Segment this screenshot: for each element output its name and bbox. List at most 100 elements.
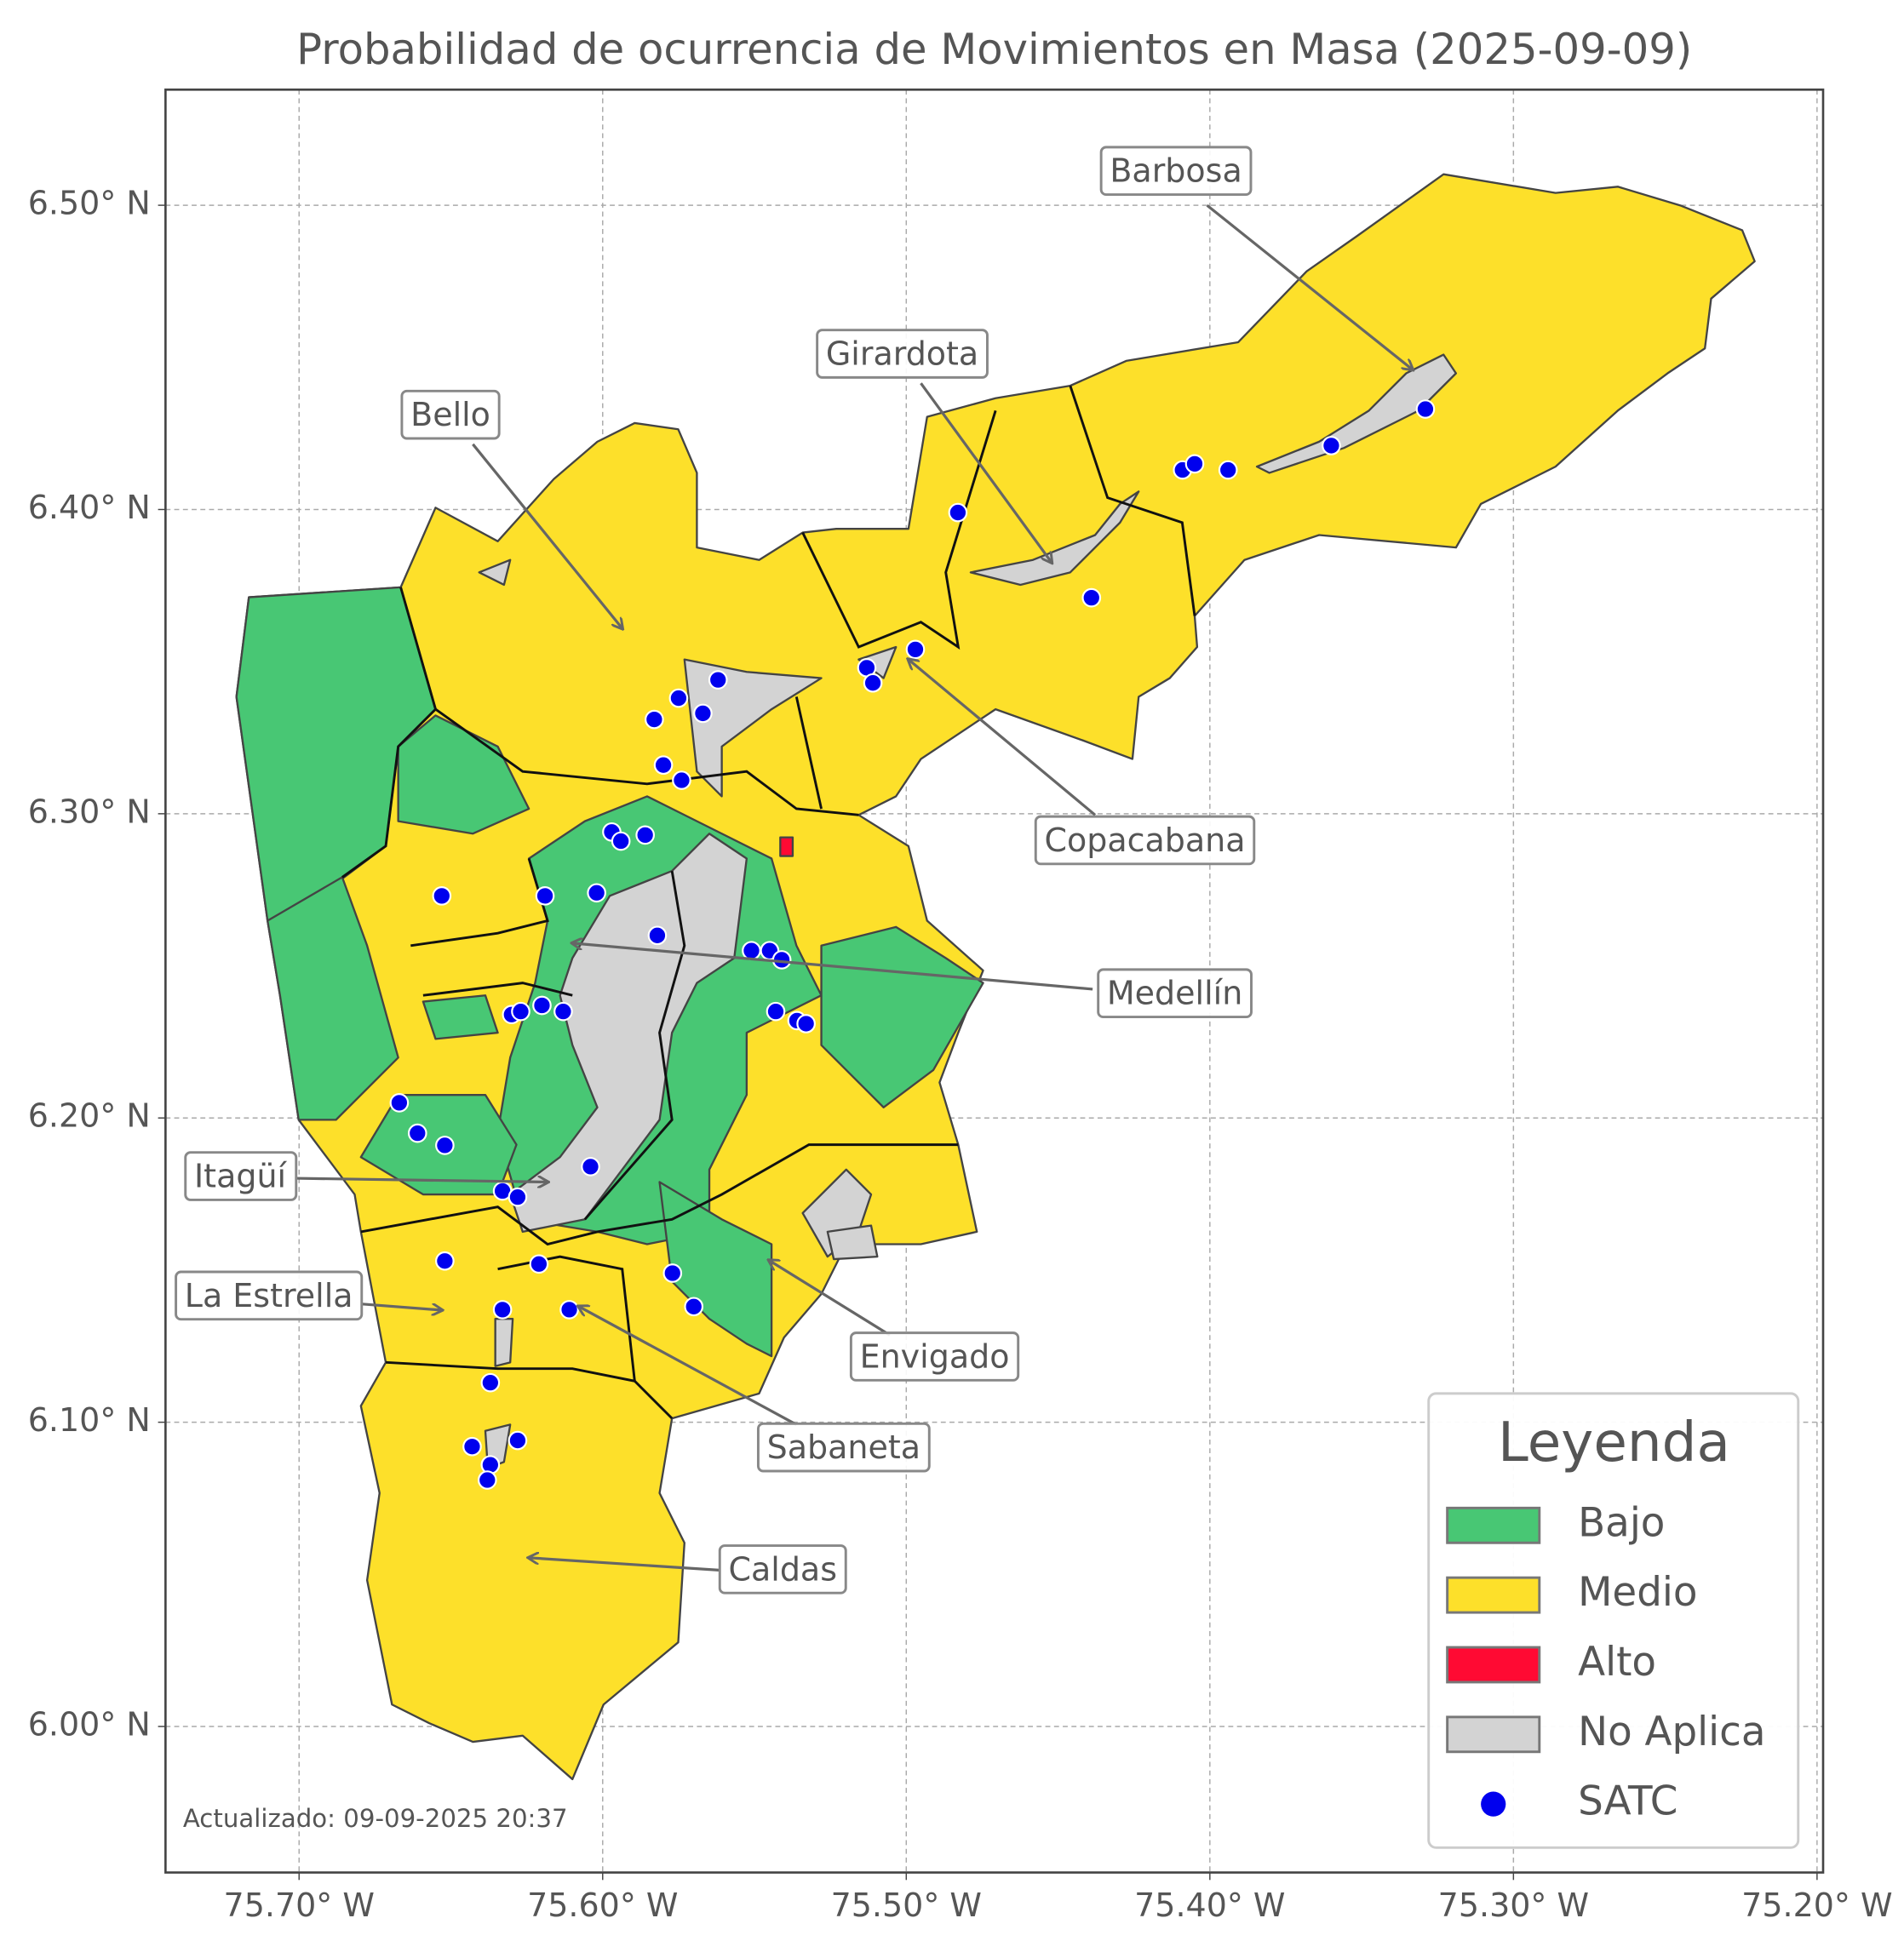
legend-label: SATC (1578, 1779, 1677, 1825)
annotation-box (718, 1544, 847, 1595)
satc-point (1415, 399, 1436, 419)
satc-point (1184, 454, 1205, 474)
annotation-arrow (920, 382, 1051, 562)
satc-point (796, 1014, 816, 1033)
annotation-box (1034, 815, 1256, 866)
boundaries (341, 385, 1196, 1420)
satc-point (492, 1300, 513, 1320)
satc-point (653, 755, 674, 776)
region (494, 1318, 514, 1367)
annotation-box (849, 1331, 1020, 1382)
satc-point (535, 886, 555, 906)
boundary (434, 707, 859, 816)
annotation-arrow (769, 1261, 891, 1337)
satc-point (611, 831, 631, 851)
legend-swatch (1446, 1646, 1541, 1684)
satc-point (480, 1372, 501, 1393)
annotation-label: Copacabana (1044, 822, 1245, 859)
satc-point (389, 1093, 410, 1113)
legend-marker (1481, 1791, 1506, 1817)
annotation-label: Bello (410, 396, 490, 433)
satc-point (553, 1001, 573, 1022)
satc-point (559, 1300, 579, 1320)
annotation-box (1099, 146, 1253, 197)
region (820, 925, 984, 1108)
annotation-box (184, 1151, 298, 1201)
x-tick-label: 75.30° W (1438, 1887, 1589, 1924)
boundary (341, 587, 438, 879)
y-tick-label: 6.30° N (28, 793, 151, 830)
satc-point (587, 883, 606, 903)
annotation-label: Caldas (728, 1550, 837, 1588)
satc-point (532, 995, 552, 1016)
satc-point (684, 1297, 704, 1317)
y-tick-label: 6.40° N (28, 489, 151, 526)
satc-point (407, 1123, 427, 1143)
y-tick-label: 6.00° N (28, 1706, 151, 1743)
satc-point (477, 1470, 497, 1490)
y-tick-label: 6.50° N (28, 185, 151, 222)
annotation-arrow (472, 443, 622, 628)
legend: Leyenda Bajo Medio Alto No Aplica SATC (1427, 1392, 1800, 1849)
annotations: Barbosa Girardota Bello Copacabana Medellín I… (175, 146, 1413, 1595)
chart-title: Probabilidad de ocurrencia de Movimiento… (296, 25, 1692, 74)
satc-point (432, 886, 452, 906)
legend-swatch (1446, 1506, 1541, 1544)
satc-point (693, 703, 713, 724)
satc-point (511, 1001, 530, 1022)
boundary (1069, 385, 1196, 616)
satc-point (742, 941, 761, 961)
x-tick-label: 75.60° W (527, 1887, 678, 1924)
boundary (801, 409, 997, 650)
satc-point (905, 639, 926, 660)
annotation-box (816, 329, 989, 379)
satc-point (948, 502, 968, 523)
region (267, 876, 399, 1121)
annotation-arrow (360, 1303, 442, 1310)
region (826, 1224, 879, 1261)
satc-point (1218, 460, 1238, 480)
annotation-box (400, 389, 501, 440)
y-tick-label: 6.10° N (28, 1401, 151, 1439)
satc-point (708, 670, 728, 690)
region (779, 836, 794, 857)
region (478, 558, 512, 587)
update-note: Actualizado: 09-09-2025 20:37 (183, 1804, 568, 1833)
legend-title: Leyenda (1498, 1411, 1730, 1474)
satc-point (581, 1157, 600, 1177)
annotation-label: Itagüí (194, 1158, 288, 1195)
satc-point (647, 925, 668, 946)
region (397, 714, 530, 835)
annotation-arrow (909, 660, 1097, 816)
legend-label: No Aplica (1578, 1709, 1765, 1755)
satc-point (508, 1430, 528, 1451)
boundary (360, 1143, 959, 1246)
satc-point (672, 770, 691, 790)
annotation-label: Medellín (1107, 975, 1242, 1012)
satc-points (389, 399, 1436, 1490)
satc-point (766, 1001, 786, 1022)
satc-point (1081, 587, 1102, 608)
satc-point (1322, 436, 1341, 455)
y-tick-label: 6.20° N (28, 1097, 151, 1135)
satc-point (645, 709, 664, 730)
x-tick-label: 75.70° W (224, 1887, 375, 1924)
satc-point (508, 1187, 528, 1207)
satc-point (435, 1251, 455, 1271)
legend-label: Bajo (1578, 1500, 1665, 1546)
x-tick-label: 75.40° W (1134, 1887, 1285, 1924)
boundary (497, 1255, 636, 1382)
legend-label: Alto (1578, 1640, 1656, 1686)
region (683, 658, 823, 798)
annotation-box (756, 1422, 931, 1473)
annotation-label: Girardota (826, 335, 978, 373)
annotation-arrow (1206, 203, 1413, 369)
plot-frame (164, 88, 1825, 1874)
annotation-box (1097, 968, 1253, 1019)
satc-point (635, 825, 656, 845)
x-tick-label: 75.20° W (1741, 1887, 1892, 1924)
boundary (385, 1360, 674, 1420)
region (509, 833, 748, 1234)
